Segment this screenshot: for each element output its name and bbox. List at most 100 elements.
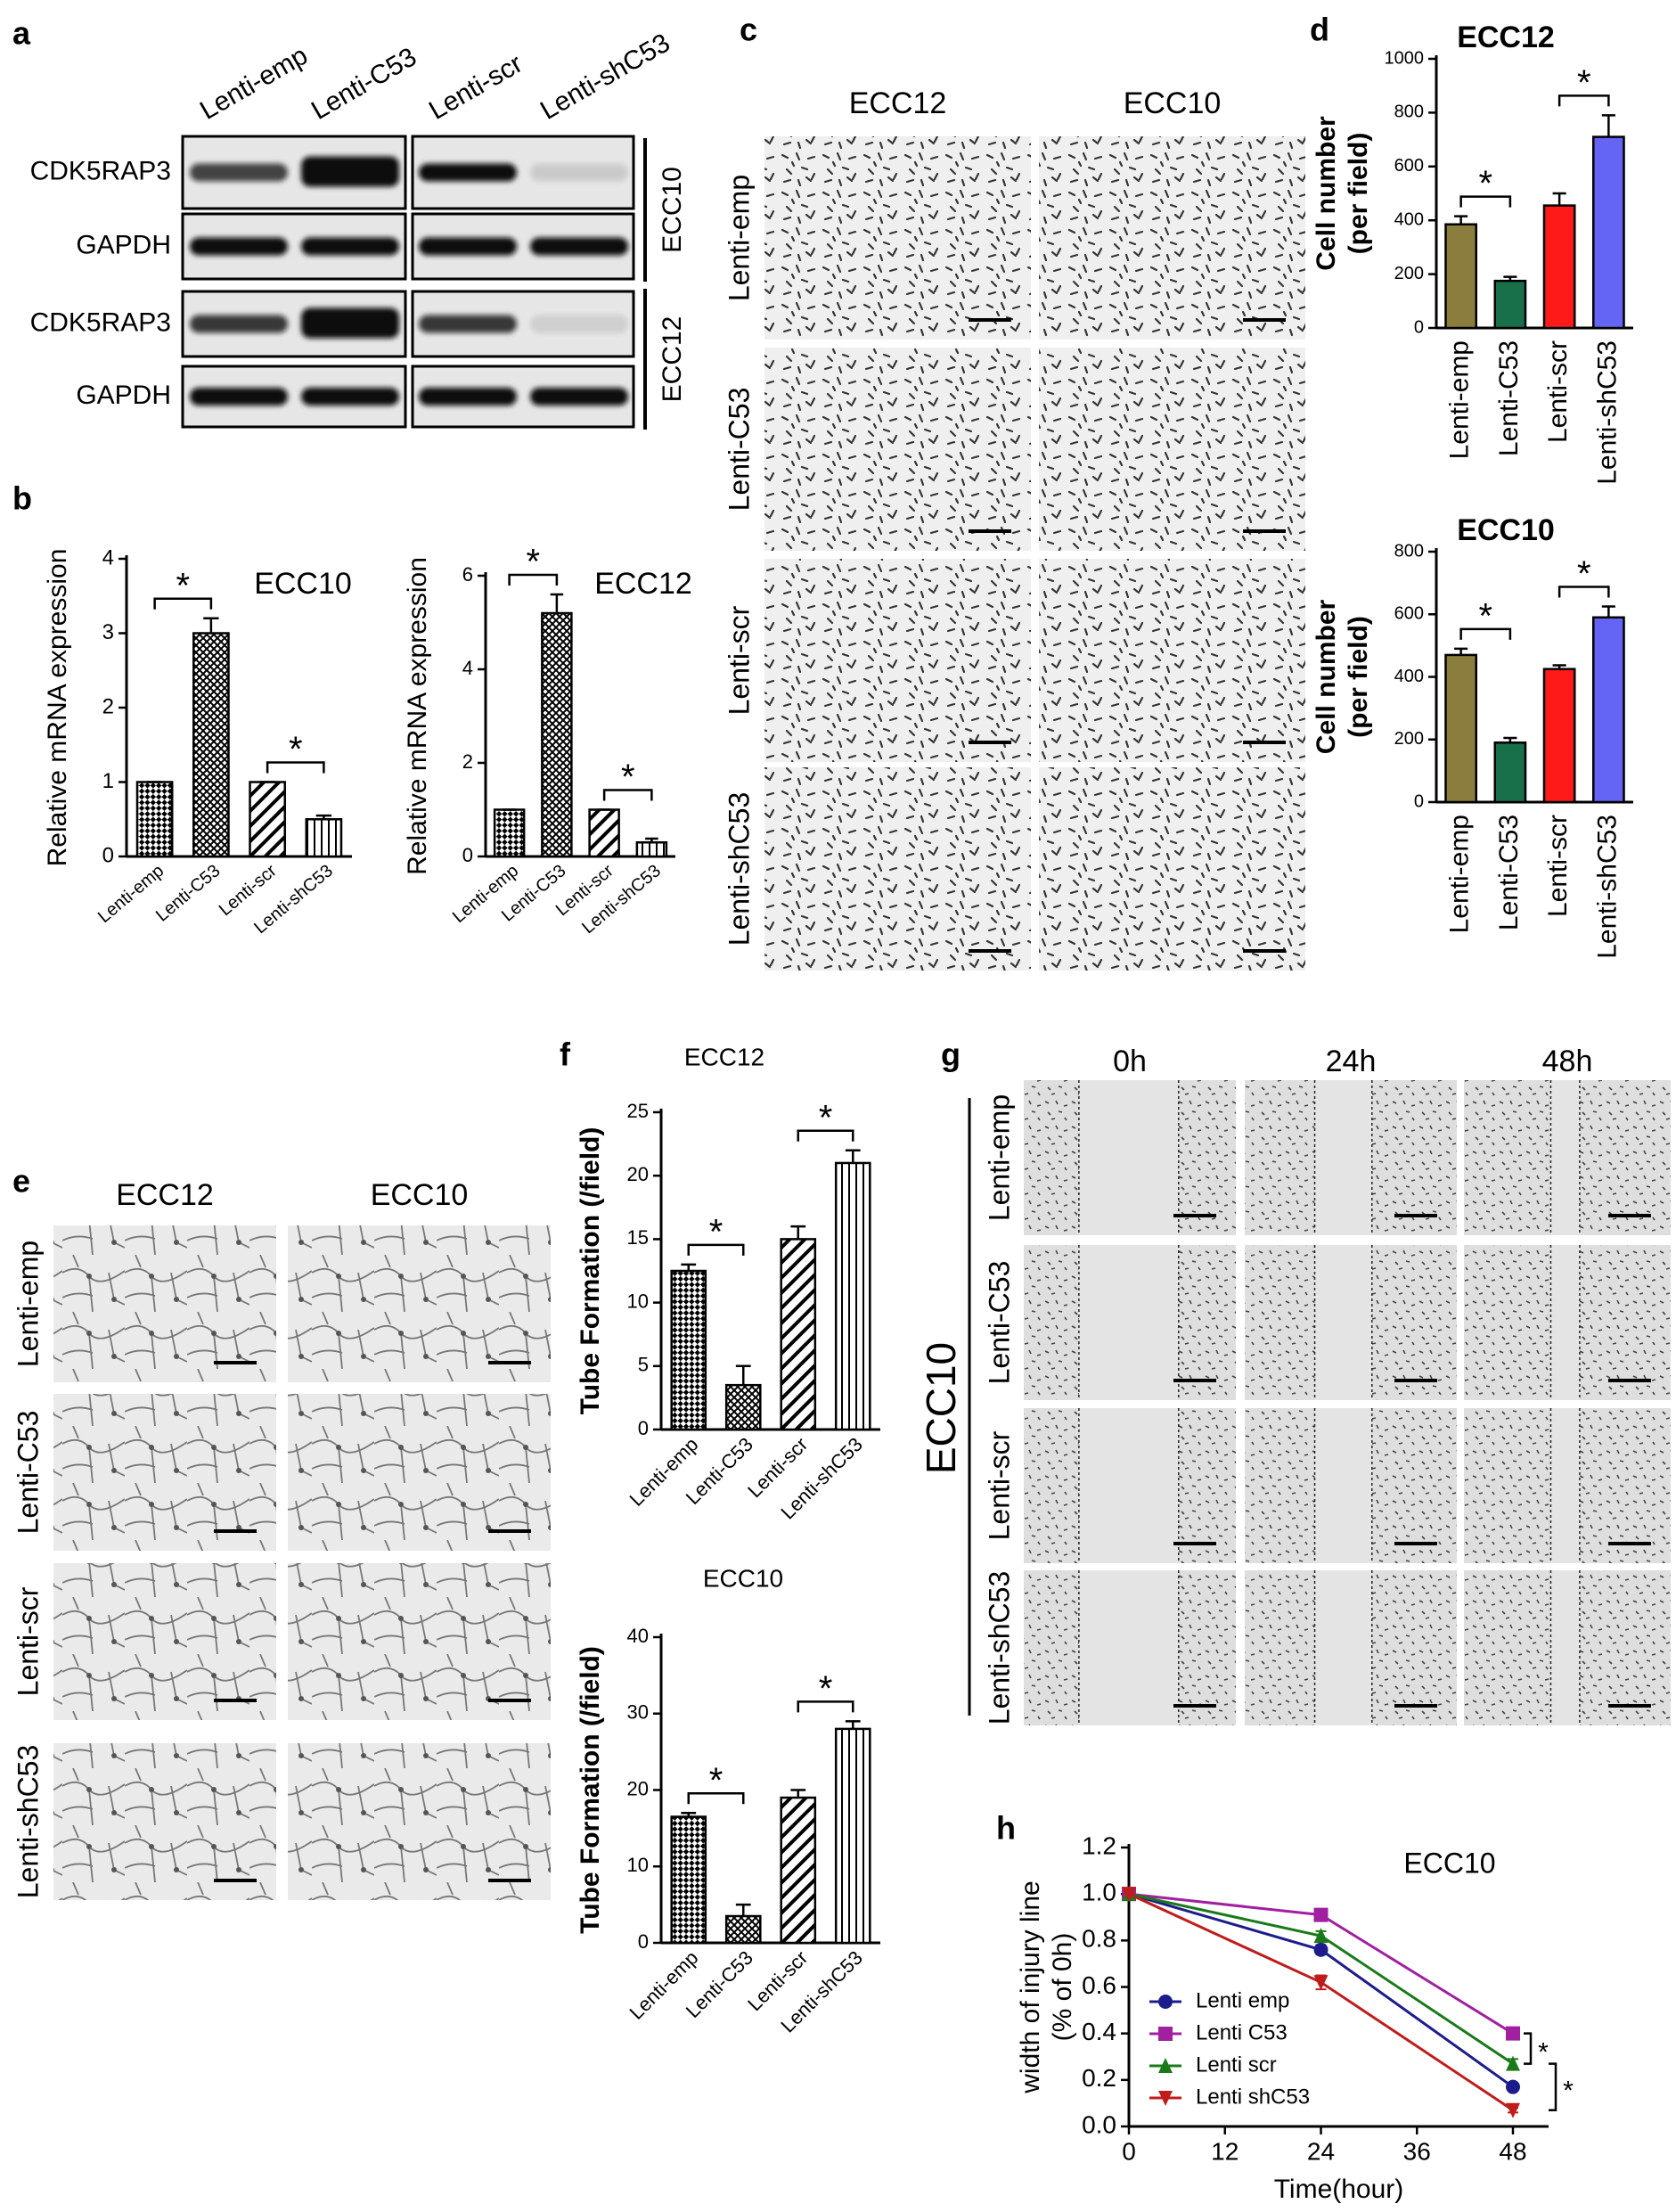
- error-bar: [790, 1789, 806, 1798]
- bar: [135, 781, 174, 858]
- band: [530, 315, 628, 333]
- significance-bracket: [266, 761, 325, 774]
- legend-label: Lenti shC53: [1196, 2085, 1310, 2109]
- y-tick-label: 40: [627, 1625, 649, 1647]
- micrograph: [53, 1743, 276, 1900]
- lane-label: Lenti-shC53: [536, 28, 675, 125]
- panel-label: g: [941, 1036, 961, 1073]
- micrograph: [1039, 767, 1305, 971]
- significance-label: *: [1577, 63, 1591, 102]
- bar: [192, 632, 230, 858]
- significance-label: *: [1563, 2077, 1574, 2106]
- x-tick-label: Lenti-scr: [1543, 340, 1573, 443]
- y-tick-label: 1.0: [1082, 1879, 1116, 1906]
- row-label: CDK5RAP3: [30, 307, 171, 337]
- bar: [780, 1238, 817, 1431]
- row-label: Lenti-scr: [983, 1430, 1015, 1540]
- wound-gap: [1078, 1570, 1179, 1725]
- bar: [1493, 741, 1527, 804]
- significance-label: *: [1478, 596, 1492, 635]
- micrograph: [1039, 559, 1305, 762]
- y-tick-label: 0.0: [1082, 2110, 1116, 2138]
- significance-bracket: [602, 789, 653, 801]
- y-tick-label: 200: [1394, 729, 1424, 749]
- y-tick-label: 0: [1414, 791, 1424, 811]
- band: [419, 315, 517, 333]
- significance-bracket: [797, 1129, 854, 1142]
- row-label: CDK5RAP3: [30, 156, 171, 185]
- y-tick-label: 0.6: [1082, 1971, 1116, 1999]
- error-bar: [735, 1903, 751, 1916]
- band: [419, 163, 517, 182]
- group-label: ECC10: [658, 167, 687, 253]
- y-tick-label: 5: [638, 1354, 649, 1376]
- wound-gap: [1314, 1080, 1372, 1235]
- wound-gap: [1550, 1408, 1580, 1563]
- significance-label: *: [526, 543, 540, 582]
- error-bar: [1601, 605, 1615, 618]
- marker: [1313, 1975, 1329, 1991]
- band: [301, 307, 399, 339]
- legend-label: Lenti scr: [1196, 2052, 1277, 2077]
- bar: [1444, 223, 1478, 330]
- significance-label: *: [709, 1761, 724, 1800]
- chart-title: ECC10: [703, 1564, 783, 1592]
- micrograph: [1039, 136, 1305, 340]
- legend-marker: [1158, 2091, 1173, 2106]
- x-tick-label: Lenti-emp: [1445, 815, 1475, 933]
- y-tick-label: 1.2: [1082, 1831, 1116, 1859]
- row-label: Lenti-scr: [723, 605, 755, 715]
- wound-gap: [1078, 1408, 1179, 1563]
- x-tick-label: 12: [1211, 2137, 1239, 2165]
- wound-gap: [1550, 1245, 1580, 1400]
- bar: [834, 1161, 871, 1431]
- y-axis-label: (per field): [1344, 616, 1373, 738]
- y-tick-label: 800: [1394, 102, 1424, 122]
- x-tick-label: Lenti-C53: [1494, 815, 1524, 930]
- row-label: Lenti-C53: [723, 388, 755, 512]
- row-label: Lenti-shC53: [723, 792, 755, 946]
- error-bar: [681, 1811, 697, 1817]
- chart-title: ECC12: [1457, 20, 1555, 54]
- column-title: 48h: [1542, 1045, 1593, 1078]
- error-bar: [1552, 664, 1566, 669]
- significance-bracket: [1557, 586, 1610, 598]
- wound-gap: [1314, 1570, 1372, 1725]
- column-title: 24h: [1326, 1045, 1377, 1078]
- row-label: Lenti-shC53: [983, 1571, 1015, 1725]
- micrograph: [288, 1563, 551, 1720]
- bar: [1591, 616, 1625, 804]
- y-axis-label: width of injury line: [1016, 1880, 1045, 2093]
- band: [190, 163, 288, 182]
- y-tick-label: 6: [462, 563, 473, 586]
- bar: [670, 1269, 707, 1431]
- bar: [249, 781, 286, 858]
- y-axis-label: (% of 0h): [1048, 1933, 1077, 2042]
- y-tick-label: 0: [638, 1930, 649, 1953]
- y-axis-label: Relative mRNA expression: [43, 549, 72, 867]
- error-bar: [1454, 647, 1468, 655]
- y-tick-label: 0: [102, 843, 114, 867]
- x-tick-label: 24: [1307, 2137, 1335, 2165]
- band: [530, 163, 628, 182]
- series-line: [1128, 1892, 1514, 2111]
- significance-bracket: [797, 1700, 854, 1713]
- significance-label: *: [289, 730, 303, 769]
- bar: [635, 841, 668, 858]
- band: [530, 237, 628, 256]
- y-tick-label: 10: [627, 1854, 649, 1876]
- bar: [541, 611, 573, 858]
- significance-bracket: [153, 597, 213, 610]
- row-label: GAPDH: [76, 381, 171, 410]
- significance-label: *: [1577, 554, 1591, 594]
- band: [301, 388, 399, 406]
- band: [190, 237, 288, 256]
- error-bar: [735, 1364, 751, 1386]
- chart-title: ECC10: [1403, 1847, 1495, 1879]
- bar: [1444, 653, 1478, 804]
- column-title: ECC12: [116, 1178, 214, 1212]
- bar: [834, 1727, 871, 1945]
- bar: [493, 808, 526, 858]
- y-tick-label: 800: [1394, 541, 1424, 561]
- significance-bracket: [687, 1243, 745, 1256]
